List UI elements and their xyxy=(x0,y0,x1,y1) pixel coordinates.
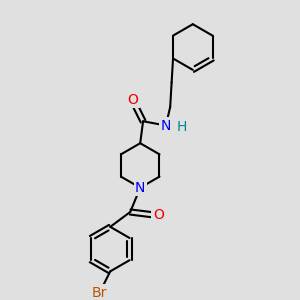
Text: N: N xyxy=(135,181,146,195)
Text: O: O xyxy=(128,93,139,107)
Text: H: H xyxy=(176,120,187,134)
Text: N: N xyxy=(161,118,171,133)
Text: O: O xyxy=(153,208,164,222)
Text: Br: Br xyxy=(91,286,106,300)
